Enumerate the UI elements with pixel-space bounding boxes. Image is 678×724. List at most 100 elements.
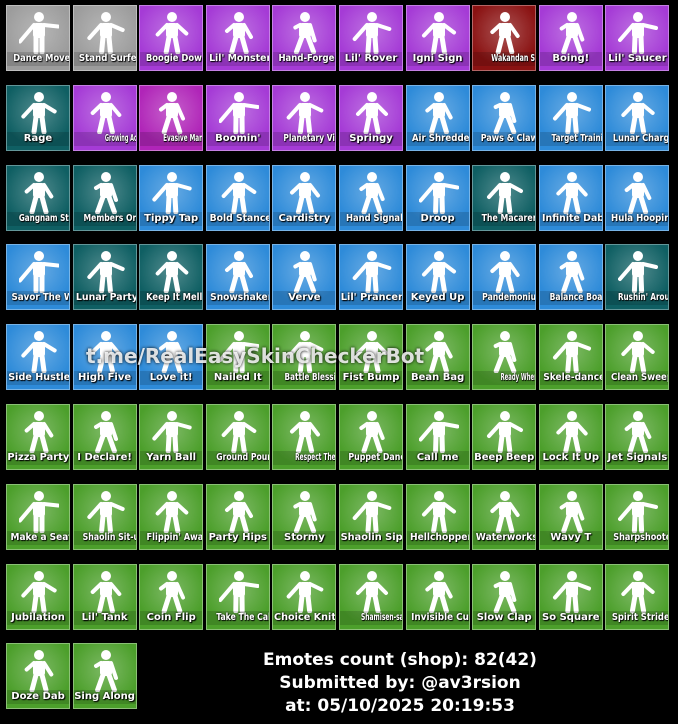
emote-tile[interactable]: Target Training [538,84,603,151]
emote-icon [224,251,253,294]
emote-tile[interactable]: Evasive Maneuvers [139,84,204,151]
emote-tile[interactable]: Infinite Dab [538,164,603,231]
emote-tile[interactable]: Sing Along [72,643,137,710]
emote-icon [21,331,57,374]
emote-icon [290,171,321,214]
emote-tile[interactable]: Beep Beep [472,404,537,470]
emote-tile[interactable]: Stand Surfer [72,5,137,71]
emote-tile[interactable]: Ready When You Are [472,324,537,391]
emote-tile[interactable]: Fist Bump [339,324,403,391]
emote-tile[interactable]: Hula Hoopin' [605,164,670,231]
emote-tile[interactable]: Savor The W [6,244,70,311]
emote-tile[interactable]: Keyed Up [405,244,470,311]
emote-tile[interactable]: Skele-dance [538,324,603,391]
emote-tile[interactable]: Shaolin Sip [339,483,403,550]
emote-tile[interactable]: Nailed It [205,324,270,391]
emote-tile[interactable]: Lil' Saucer [605,5,670,71]
emote-tile[interactable]: Pandemonium [472,244,537,311]
emote-tile[interactable]: Clean Sweep [605,324,670,391]
emote-tile[interactable]: Side Hustle [6,324,70,391]
emote-tile[interactable]: Bold Stance [205,164,270,231]
emote-tile[interactable]: Lil' Monster [205,5,270,71]
emote-tile[interactable]: Droop [405,164,470,231]
emote-tile[interactable]: So Square [538,563,603,630]
emote-tile[interactable]: Members Only [72,164,137,231]
emote-tile[interactable]: Keep It Mello [139,244,204,311]
emote-tile[interactable]: Cardistry [272,164,337,231]
emote-name: Balance Board [549,292,603,304]
emote-tile[interactable]: Balance Board [538,244,603,311]
emote-tile[interactable]: Paws & Claws [472,84,537,151]
emote-tile[interactable]: Wavy T [538,483,603,550]
emote-tile[interactable]: Snowshaker [205,244,270,311]
emote-tile[interactable]: Waterworks [472,483,537,550]
emote-tile[interactable]: High Five [72,324,137,391]
emote-tile[interactable]: Wakandan Salute [472,5,537,71]
emote-tile[interactable]: Battle Blessing [272,324,337,391]
emote-icon [293,251,318,294]
emote-tile[interactable]: Jet Signals [605,404,670,470]
emote-tile[interactable]: Spirit Strider [605,563,670,630]
emote-tile[interactable]: Coin Flip [139,563,204,630]
emote-tile[interactable]: Shaolin Sit-up [72,483,137,550]
emote-label: Pizza Party [7,451,69,465]
emote-tile[interactable]: Boing! [538,5,603,71]
emote-label: Bean Bag [406,371,469,386]
emote-tile[interactable]: Lock It Up [538,404,603,470]
emote-name: Respect The Peace [295,452,336,463]
emote-tile[interactable]: Gangnam Style [6,164,70,231]
emote-tile[interactable]: Respect The Peace [272,404,337,470]
emote-tile[interactable]: Lil' Rover [339,5,403,71]
emote-tile[interactable]: Flippin' Away [139,483,204,550]
emote-label: Hula Hoopin' [606,211,669,226]
emote-tile[interactable]: Love it! [139,324,204,391]
emote-tile[interactable]: Slow Clap [472,563,537,630]
emote-tile[interactable]: Choice Knit [272,563,337,630]
emote-tile[interactable]: Rage [6,84,70,151]
emote-tile[interactable]: The Macarena [472,164,537,231]
emote-label: Target Training [539,131,602,146]
emote-tile[interactable]: Jubilation [6,563,70,630]
emote-tile[interactable]: Sharpshooter [605,483,670,550]
emote-tile[interactable]: Lunar Party [72,244,137,311]
emote-tile[interactable]: I Declare! [72,404,137,470]
emote-tile[interactable]: Springy [339,84,403,151]
emote-tile[interactable]: Take The Cake [205,563,270,630]
emote-label: Droop [406,211,469,226]
emote-tile[interactable]: Hellchopper [405,483,470,550]
emote-tile[interactable]: Boogie Down [139,5,204,71]
emote-tile[interactable]: Growing Achievement [72,84,137,151]
emote-name: So Square [542,611,600,623]
emote-tile[interactable]: Dance Moves [6,5,70,71]
emote-tile[interactable]: Boomin' [205,84,270,151]
emote-tile[interactable]: Party Hips [205,483,270,550]
emote-tile[interactable]: Tippy Tap [139,164,204,231]
emote-tile[interactable]: Make a Seat [6,483,70,550]
emote-tile[interactable]: Lil' Tank [72,563,137,630]
emote-name: Call me [416,452,459,463]
emote-tile[interactable]: Rushin' Around [605,244,670,311]
emote-tile[interactable]: Invisible Cut [405,563,470,630]
emote-tile[interactable]: Verve [272,244,337,311]
emote-tile[interactable]: Shamisen-sational [339,563,403,630]
emote-tile[interactable]: Air Shredder [405,84,470,151]
emote-icon [418,171,459,214]
emote-tile[interactable]: Hand-Forged [272,5,337,71]
emote-tile[interactable]: Call me [405,404,470,470]
emote-tile[interactable]: Pizza Party [6,404,70,470]
emote-name: Shamisen-sational [361,611,402,623]
emote-label: Verve [273,291,336,306]
emote-tile[interactable]: Igni Sign [405,5,470,71]
emote-tile[interactable]: Lunar Charge [605,84,670,151]
emote-icon [221,411,257,453]
emote-tile[interactable]: Hand Signals [339,164,403,231]
emote-tile[interactable]: Ground Pound [205,404,270,470]
emote-tile[interactable]: Yarn Ball [139,404,204,470]
emote-tile[interactable]: Lil' Prancer [339,244,403,311]
emote-tile[interactable]: Doze Dab [6,643,70,710]
emote-tile[interactable]: Puppet Dance [339,404,403,470]
emote-tile[interactable]: Planetary Vibe [272,84,337,151]
emote-tile[interactable]: Bean Bag [405,324,470,391]
emote-icon [625,171,652,214]
emote-tile[interactable]: Stormy [272,483,337,550]
